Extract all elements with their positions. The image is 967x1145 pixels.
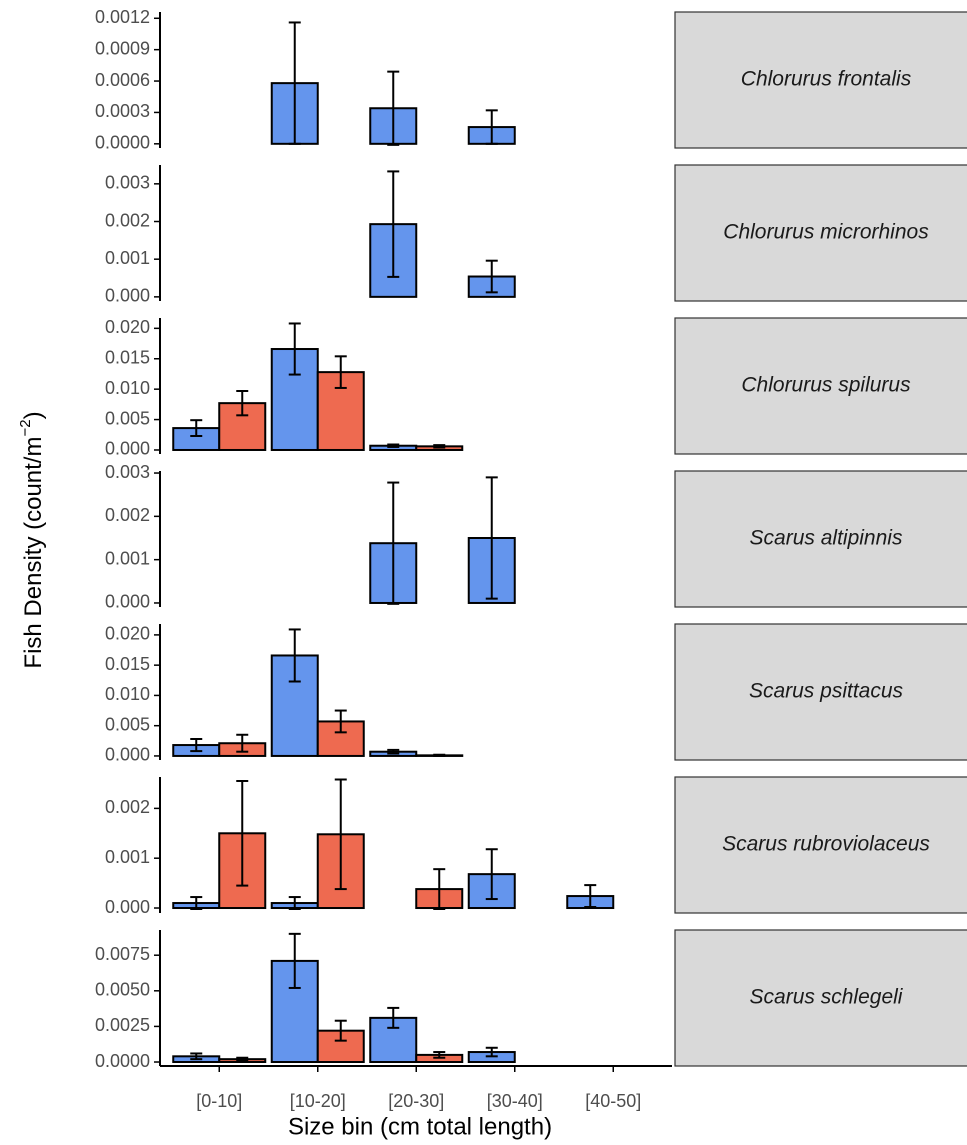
error-bar: [288, 932, 301, 989]
error-bar: [236, 389, 249, 417]
facet-strip: [674, 11, 967, 149]
y-axis-title-text: Fish Density (count/m: [20, 437, 47, 669]
error-bar: [190, 896, 203, 911]
y-tick-label: 0.001: [105, 548, 150, 568]
facet-label: Chlorurus spilurus: [741, 374, 911, 397]
y-tick-label: 0.0075: [95, 944, 150, 964]
y-tick-label: 0.0050: [95, 980, 150, 1000]
facet-label: Chlorurus frontalis: [741, 68, 912, 91]
facet-strip: [674, 929, 967, 1067]
y-tick-label: 0.000: [105, 439, 150, 459]
facet-label: Scarus schlegeli: [750, 986, 904, 1009]
y-tick-label: 0.003: [105, 462, 150, 482]
y-tick-label: 0.005: [105, 408, 150, 428]
y-tick-label: 0.015: [105, 348, 150, 368]
error-bar: [334, 709, 347, 734]
error-bar: [190, 419, 203, 437]
error-bar: [485, 848, 498, 901]
y-tick-label: 0.0003: [95, 101, 150, 121]
error-bar: [387, 443, 400, 448]
y-tick-label: 0.0009: [95, 38, 150, 58]
y-tick-label: 0.015: [105, 654, 150, 674]
facet-strip: [674, 470, 967, 608]
error-bar: [236, 1056, 249, 1062]
error-bar: [433, 753, 446, 757]
y-tick-label: 0.020: [105, 624, 150, 644]
y-tick-label: 0.005: [105, 714, 150, 734]
error-bar: [387, 1006, 400, 1029]
error-bar: [190, 737, 203, 753]
x-tick-label: [30-40]: [487, 1091, 543, 1111]
error-bar: [387, 481, 400, 605]
y-axis-title-suffix: ): [20, 411, 47, 419]
error-bar: [584, 884, 597, 909]
y-tick-label: 0.000: [105, 745, 150, 765]
error-bar: [433, 1051, 446, 1059]
error-bar: [387, 748, 400, 755]
y-tick-label: 0.0000: [95, 1051, 150, 1071]
error-bar: [387, 70, 400, 146]
y-axis-title-superscript: −2: [17, 419, 34, 436]
y-tick-label: 0.002: [105, 210, 150, 230]
x-tick-label: [10-20]: [290, 1091, 346, 1111]
y-tick-label: 0.002: [105, 505, 150, 525]
y-tick-label: 0.0000: [95, 133, 150, 153]
error-bar: [190, 1052, 203, 1061]
error-bar: [485, 109, 498, 145]
y-tick-label: 0.001: [105, 847, 150, 867]
error-bar: [288, 628, 301, 683]
y-tick-label: 0.020: [105, 317, 150, 337]
x-tick-label: [40-50]: [585, 1091, 641, 1111]
facet-strip: [674, 317, 967, 455]
x-tick-label: [20-30]: [388, 1091, 444, 1111]
error-bar: [288, 21, 301, 145]
error-bar: [334, 778, 347, 891]
y-tick-label: 0.003: [105, 173, 150, 193]
error-bar: [334, 355, 347, 389]
error-bar: [485, 476, 498, 600]
facet-strip: [674, 623, 967, 761]
y-tick-label: 0.002: [105, 797, 150, 817]
error-bar: [334, 1019, 347, 1042]
y-tick-label: 0.010: [105, 684, 150, 704]
x-tick-label: [0-10]: [196, 1091, 242, 1111]
y-tick-label: 0.001: [105, 248, 150, 268]
facet-label: Scarus altipinnis: [750, 527, 903, 550]
error-bar: [485, 259, 498, 294]
error-bar: [236, 779, 249, 887]
error-bar: [387, 170, 400, 278]
error-bar: [236, 733, 249, 753]
facet-label: Chlorurus microrhinos: [723, 221, 929, 244]
y-tick-label: 0.000: [105, 286, 150, 306]
facet-label: Scarus psittacus: [749, 680, 904, 703]
y-tick-label: 0.010: [105, 378, 150, 398]
x-axis-title: Size bin (cm total length): [288, 1113, 552, 1140]
y-axis-title: Fish Density (count/m−2): [17, 411, 47, 668]
facet-strip: [674, 164, 967, 302]
error-bar: [288, 896, 301, 911]
y-tick-label: 0.000: [105, 592, 150, 612]
facet-strip: [674, 776, 967, 914]
error-bar: [433, 444, 446, 449]
y-tick-label: 0.0006: [95, 70, 150, 90]
error-bar: [433, 868, 446, 911]
error-bar: [485, 1046, 498, 1058]
y-tick-label: 0.0025: [95, 1015, 150, 1035]
error-bar: [288, 322, 301, 376]
facet-label: Scarus rubroviolaceus: [722, 833, 930, 856]
y-tick-label: 0.000: [105, 897, 150, 917]
y-tick-label: 0.0012: [95, 7, 150, 27]
